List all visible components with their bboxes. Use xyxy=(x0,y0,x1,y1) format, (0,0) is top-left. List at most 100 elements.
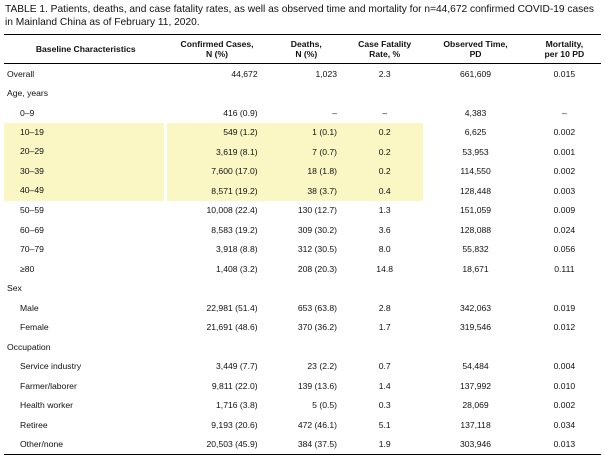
deaths-cell xyxy=(267,279,346,299)
table-body: Overall 44,672 1,023 2.3 661,609 0.015 Age, ye… xyxy=(4,64,601,455)
deaths-cell: 370 (36.2) xyxy=(297,322,338,333)
row-label: 40–49 xyxy=(4,181,167,201)
row-label: Sex xyxy=(7,283,22,294)
case-fatality-cell xyxy=(346,84,423,104)
table-row: 30–39 7,600 (17.0) 18 (1.8) 0.2 114,550 0.002 xyxy=(4,161,601,181)
mortality-cell: 0.024 xyxy=(553,224,576,235)
header-mortality-line2: per 10 PD xyxy=(544,49,585,59)
table-caption: TABLE 1. Patients, deaths, and case fata… xyxy=(5,4,594,28)
observed-time-cell: 18,671 xyxy=(462,263,489,274)
table-row: Farmer/laborer 9,811 (22.0) 139 (13.6) 1.4 1… xyxy=(4,376,601,396)
case-fatality-cell xyxy=(346,337,423,357)
table-row: Retiree 9,193 (20.6) 472 (46.1) 5.1 137,118 0… xyxy=(4,415,601,435)
confirmed-cases-cell xyxy=(167,279,266,299)
deaths-cell: 384 (37.5) xyxy=(266,434,347,455)
observed-time-cell: 319,546 xyxy=(460,322,492,333)
deaths-cell: 309 (30.2) xyxy=(297,224,338,235)
case-fatality-cell: 14.8 xyxy=(376,263,394,274)
mortality-cell: 0.003 xyxy=(553,185,576,196)
case-fatality-cell: 0.7 xyxy=(378,361,391,372)
confirmed-cases-cell: 8,571 (19.2) xyxy=(167,181,267,201)
confirmed-cases-cell: 44,672 xyxy=(231,68,258,79)
confirmed-cases-cell: 10,008 (22.4) xyxy=(206,205,258,216)
case-fatality-cell: 2.8 xyxy=(378,302,391,313)
confirmed-cases-cell xyxy=(167,84,266,104)
mortality-cell xyxy=(528,279,601,299)
case-fatality-cell: 5.1 xyxy=(378,419,391,430)
deaths-cell: 312 (30.5) xyxy=(297,244,338,255)
confirmed-cases-cell: 3,918 (8.8) xyxy=(216,244,258,255)
table-row: Occupation xyxy=(4,337,601,357)
confirmed-cases-cell: 3,449 (7.7) xyxy=(216,361,258,372)
header-deaths-line1: Deaths, xyxy=(290,38,322,49)
confirmed-cases-cell: 9,193 (20.6) xyxy=(211,419,258,430)
mortality-cell: 0.019 xyxy=(553,302,576,313)
table-row: 70–79 3,918 (8.8) 312 (30.5) 8.0 55,832 0.056 xyxy=(4,240,601,260)
mortality-cell: 0.002 xyxy=(553,166,576,177)
observed-time-cell: 6,625 xyxy=(464,127,487,138)
deaths-cell: 653 (63.8) xyxy=(297,302,338,313)
deaths-cell xyxy=(267,337,346,357)
case-fatality-cell xyxy=(346,279,423,299)
deaths-cell: 38 (3.7) xyxy=(266,181,347,201)
observed-time-cell: 303,946 xyxy=(423,434,528,455)
confirmed-cases-cell: 8,583 (19.2) xyxy=(211,224,258,235)
observed-time-cell: 53,953 xyxy=(462,146,489,157)
observed-time-cell: 137,118 xyxy=(460,419,491,430)
mortality-cell: 0.004 xyxy=(553,361,576,372)
table-row: 0–9 416 (0.9) – – 4,383 – xyxy=(4,103,601,123)
mortality-cell: 0.056 xyxy=(553,244,576,255)
observed-time-cell: 4,383 xyxy=(464,107,487,118)
table-row: Overall 44,672 1,023 2.3 661,609 0.015 xyxy=(4,64,601,84)
header-baseline: Baseline Characteristics xyxy=(4,34,168,64)
mortality-cell: 0.010 xyxy=(553,380,576,391)
row-label: 50–59 xyxy=(20,205,44,216)
row-label-text: 10–19 xyxy=(4,122,165,142)
confirmed-cases-cell: 549 (1.2) xyxy=(167,122,267,142)
mortality-cell: 0.012 xyxy=(553,322,576,333)
deaths-cell: 139 (13.6) xyxy=(297,380,338,391)
row-label: 30–39 xyxy=(4,161,167,181)
case-fatality-cell: 0.3 xyxy=(378,400,391,411)
table-row: Sex xyxy=(4,279,601,299)
row-label: 70–79 xyxy=(20,244,44,255)
observed-time-cell: 114,550 xyxy=(460,166,491,177)
mortality-cell: 0.013 xyxy=(527,434,601,455)
deaths-cell: 23 (2.2) xyxy=(307,361,338,372)
table-row: Other/none 20,503 (45.9) 384 (37.5) 1.9 303,… xyxy=(4,434,601,455)
deaths-cell: 1,023 xyxy=(315,68,338,79)
table-row: Health worker 1,716 (3.8) 5 (0.5) 0.3 28,069… xyxy=(4,396,601,416)
table-row: Age, years xyxy=(4,84,601,104)
deaths-cell xyxy=(267,84,346,104)
row-label: Male xyxy=(20,302,39,313)
row-label: Health worker xyxy=(20,400,74,411)
confirmed-cases-cell: 3,619 (8.1) xyxy=(167,142,267,162)
row-label: Occupation xyxy=(7,341,51,352)
mortality-cell: 0.034 xyxy=(553,419,576,430)
data-table: Baseline Characteristics Confirmed Cases… xyxy=(4,34,601,455)
table-row: 20–29 3,619 (8.1) 7 (0.7) 0.2 53,953 0.001 xyxy=(4,142,601,162)
observed-time-cell xyxy=(423,279,527,299)
table-row: Male 22,981 (51.4) 653 (63.8) 2.8 342,063 0.0… xyxy=(4,298,601,318)
row-label-text: 30–39 xyxy=(4,161,165,181)
case-fatality-cell: – xyxy=(382,107,388,118)
header-cfr: Case Fatality Rate, % xyxy=(346,34,424,64)
row-label: Service industry xyxy=(20,361,82,372)
deaths-cell: 130 (12.7) xyxy=(297,205,338,216)
observed-time-cell: 151,059 xyxy=(460,205,492,216)
case-fatality-cell: 0.2 xyxy=(346,161,424,181)
case-fatality-cell: 0.2 xyxy=(346,122,424,142)
document-page: TABLE 1. Patients, deaths, and case fata… xyxy=(4,4,601,455)
table-row: 60–69 8,583 (19.2) 309 (30.2) 3.6 128,088 0.0… xyxy=(4,220,601,240)
mortality-cell: 0.015 xyxy=(553,68,576,79)
deaths-cell: 5 (0.5) xyxy=(312,400,338,411)
table-row: ≥80 1,408 (3.2) 208 (20.3) 14.8 18,671 0.111 xyxy=(4,259,601,279)
table-row: Female 21,691 (48.6) 370 (36.2) 1.7 319,546 0… xyxy=(4,318,601,338)
table-row: 10–19 549 (1.2) 1 (0.1) 0.2 6,625 0.002 xyxy=(4,122,601,142)
case-fatality-cell: 1.4 xyxy=(378,380,391,391)
case-fatality-cell: 0.4 xyxy=(346,181,424,201)
deaths-cell: 18 (1.8) xyxy=(266,161,347,181)
header-deaths: Deaths, N (%) xyxy=(266,34,347,64)
mortality-cell: 0.111 xyxy=(554,263,575,274)
mortality-cell xyxy=(528,84,601,104)
